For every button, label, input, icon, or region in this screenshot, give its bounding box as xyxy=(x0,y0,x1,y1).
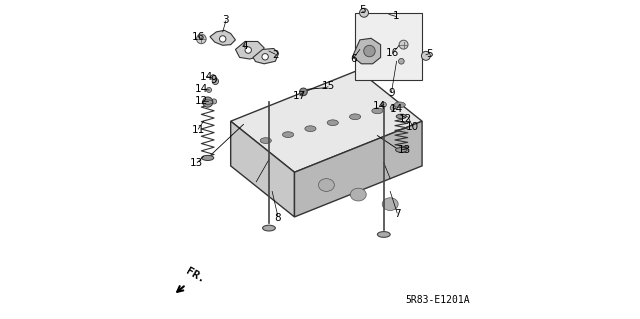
Text: 7: 7 xyxy=(394,209,401,219)
Text: 2: 2 xyxy=(272,50,278,60)
Circle shape xyxy=(203,97,213,107)
Ellipse shape xyxy=(396,114,406,119)
Text: 8: 8 xyxy=(275,212,281,223)
Text: 3: 3 xyxy=(223,15,229,25)
Text: 16: 16 xyxy=(386,48,399,58)
Circle shape xyxy=(399,58,404,64)
Polygon shape xyxy=(210,30,236,45)
Text: 1: 1 xyxy=(393,11,400,21)
Text: 9: 9 xyxy=(388,88,395,99)
Circle shape xyxy=(211,75,216,80)
Text: 4: 4 xyxy=(241,41,248,51)
Text: 13: 13 xyxy=(190,158,203,168)
Text: 12: 12 xyxy=(399,114,412,124)
Ellipse shape xyxy=(202,155,214,160)
Text: 9: 9 xyxy=(211,75,217,85)
Circle shape xyxy=(245,47,252,53)
Polygon shape xyxy=(253,48,278,64)
Circle shape xyxy=(220,36,226,42)
Ellipse shape xyxy=(382,198,398,211)
Text: 14: 14 xyxy=(372,101,386,111)
FancyBboxPatch shape xyxy=(355,13,422,80)
Ellipse shape xyxy=(349,114,361,120)
Circle shape xyxy=(212,78,218,85)
Text: FR.: FR. xyxy=(184,266,207,285)
Circle shape xyxy=(262,54,268,60)
Circle shape xyxy=(390,105,396,110)
Text: 14: 14 xyxy=(390,104,403,115)
Polygon shape xyxy=(236,41,264,59)
Ellipse shape xyxy=(394,102,405,108)
Circle shape xyxy=(207,87,212,93)
Ellipse shape xyxy=(260,138,271,144)
Ellipse shape xyxy=(378,232,390,237)
Text: 11: 11 xyxy=(191,125,205,135)
Text: 5: 5 xyxy=(426,49,433,59)
Text: 15: 15 xyxy=(321,81,335,91)
Circle shape xyxy=(196,34,206,44)
Ellipse shape xyxy=(305,126,316,131)
Circle shape xyxy=(381,102,387,107)
Text: 17: 17 xyxy=(292,91,306,101)
Circle shape xyxy=(212,99,217,104)
Circle shape xyxy=(422,51,430,60)
Circle shape xyxy=(300,88,307,96)
Ellipse shape xyxy=(350,188,366,201)
Polygon shape xyxy=(353,38,381,64)
Ellipse shape xyxy=(282,132,294,137)
Polygon shape xyxy=(230,121,294,217)
Text: 13: 13 xyxy=(398,145,411,155)
Text: 12: 12 xyxy=(195,96,208,106)
Circle shape xyxy=(360,8,369,17)
Text: 6: 6 xyxy=(350,54,357,64)
Ellipse shape xyxy=(372,108,383,114)
Ellipse shape xyxy=(396,147,407,152)
Text: 16: 16 xyxy=(191,32,205,42)
Circle shape xyxy=(399,40,408,49)
Circle shape xyxy=(364,45,375,57)
Polygon shape xyxy=(294,121,422,217)
Ellipse shape xyxy=(327,120,339,126)
Polygon shape xyxy=(230,70,422,172)
Ellipse shape xyxy=(319,179,334,191)
Text: 14: 14 xyxy=(195,84,208,94)
Text: 5R83-E1201A: 5R83-E1201A xyxy=(406,295,470,306)
Text: 5: 5 xyxy=(360,5,366,15)
Text: 10: 10 xyxy=(406,122,419,132)
Ellipse shape xyxy=(262,225,275,231)
Text: 14: 14 xyxy=(200,71,212,82)
